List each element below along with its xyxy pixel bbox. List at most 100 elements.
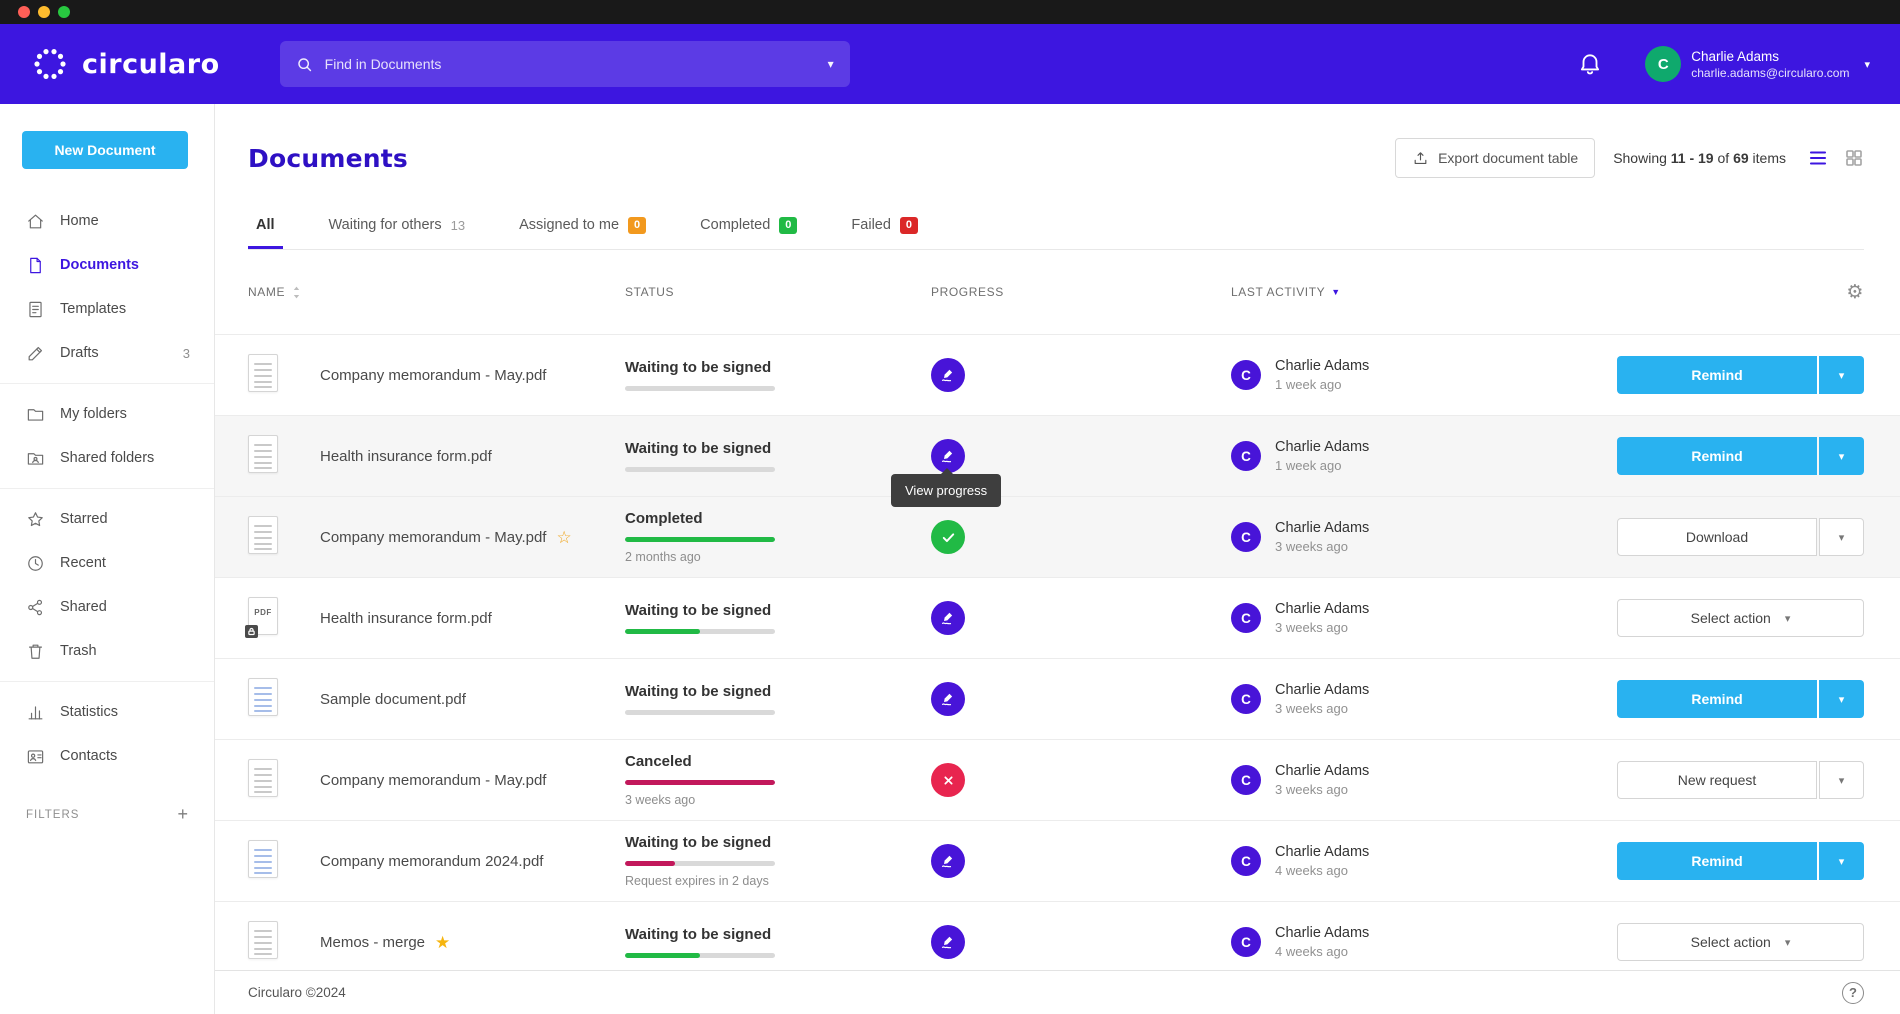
footer: Circularo ©2024 ? <box>215 970 1900 1014</box>
table-row[interactable]: Company memorandum - May.pdf ☆ Completed… <box>215 496 1900 577</box>
remind-button[interactable]: Remind <box>1617 680 1817 718</box>
progress-bar <box>625 629 775 634</box>
tab-count-badge: 0 <box>628 216 647 234</box>
document-name: Health insurance form.pdf <box>320 447 492 465</box>
signature-progress-icon[interactable] <box>931 844 965 878</box>
table-row[interactable]: PDF Health insurance form.pdf Waiting to… <box>215 577 1900 658</box>
action-dropdown-button[interactable]: ▾ <box>1819 761 1864 799</box>
table-row[interactable]: Company memorandum - May.pdf Canceled 3 … <box>215 739 1900 820</box>
sidebar-item-shared-folders[interactable]: Shared folders <box>0 436 214 480</box>
help-button[interactable]: ? <box>1842 981 1864 1004</box>
chevron-down-icon: ▾ <box>1784 612 1791 625</box>
sidebar-item-drafts[interactable]: Drafts 3 <box>0 331 214 375</box>
export-document-table-button[interactable]: Export document table <box>1395 138 1596 178</box>
signature-progress-icon[interactable] <box>931 682 965 716</box>
search-input[interactable] <box>324 56 816 72</box>
zoom-window-button[interactable] <box>58 6 70 18</box>
status-subtext: 2 months ago <box>625 550 701 564</box>
list-view-icon[interactable] <box>1808 148 1828 168</box>
tab-failed[interactable]: Failed 0 <box>843 204 926 249</box>
template-icon <box>26 300 45 319</box>
table-row[interactable]: Company memorandum - May.pdf Waiting to … <box>215 334 1900 415</box>
progress-bar <box>625 780 775 785</box>
document-file-icon <box>248 839 278 878</box>
sidebar-item-documents[interactable]: Documents <box>0 243 214 287</box>
remind-button[interactable]: Remind <box>1617 842 1817 880</box>
document-thumbnail <box>248 920 320 964</box>
sidebar-item-starred[interactable]: Starred <box>0 497 214 541</box>
tab-waiting-for-others[interactable]: Waiting for others 13 <box>328 217 466 233</box>
star-icon[interactable]: ★ <box>435 932 451 952</box>
action-dropdown-button[interactable]: ▾ <box>1819 842 1864 880</box>
column-header-name[interactable]: NAME <box>248 285 625 300</box>
download-button[interactable]: Download <box>1617 518 1817 556</box>
actor-name: Charlie Adams <box>1275 439 1370 455</box>
remind-button[interactable]: Remind <box>1617 356 1817 394</box>
table-row[interactable]: Memos - merge ★ Waiting to be signed C C… <box>215 901 1900 982</box>
tab-all[interactable]: All <box>248 204 283 249</box>
column-header-last-activity[interactable]: LAST ACTIVITY ▼ <box>1231 285 1341 299</box>
document-thumbnail <box>248 758 320 802</box>
canceled-cross-icon[interactable] <box>931 763 965 797</box>
circularo-logo[interactable]: circularo <box>30 44 220 84</box>
close-window-button[interactable] <box>18 6 30 18</box>
action-dropdown-button[interactable]: ▾ <box>1819 356 1864 394</box>
select-action-button[interactable]: Select action ▾ <box>1617 599 1864 637</box>
table-row[interactable]: Company memorandum 2024.pdf Waiting to b… <box>215 820 1900 901</box>
search-scope-dropdown-icon[interactable]: ▾ <box>827 57 834 71</box>
sidebar-item-shared[interactable]: Shared <box>0 585 214 629</box>
actor-name: Charlie Adams <box>1275 601 1370 617</box>
document-file-icon <box>248 353 278 392</box>
logo-text: circularo <box>82 48 220 80</box>
document-list: View progress Company memorandum - May.p… <box>215 334 1900 982</box>
remind-button[interactable]: Remind <box>1617 437 1817 475</box>
action-dropdown-button[interactable]: ▾ <box>1819 518 1864 556</box>
tab-completed[interactable]: Completed 0 <box>692 204 805 249</box>
document-thumbnail <box>248 353 320 397</box>
search-icon <box>297 57 311 71</box>
activity-time: 3 weeks ago <box>1275 782 1348 797</box>
clock-icon <box>26 554 45 573</box>
search-bar[interactable]: ▾ <box>279 41 850 87</box>
sidebar-item-home[interactable]: Home <box>0 199 214 243</box>
completed-check-icon[interactable] <box>931 520 965 554</box>
document-file-icon <box>248 758 278 797</box>
tab-count-badge: 0 <box>779 216 798 234</box>
signature-progress-icon[interactable] <box>931 358 965 392</box>
document-thumbnail <box>248 677 320 721</box>
action-dropdown-button[interactable]: ▾ <box>1819 680 1864 718</box>
column-header-status: STATUS <box>625 285 675 299</box>
sidebar-item-contacts[interactable]: Contacts <box>0 734 214 778</box>
signature-progress-icon[interactable] <box>931 601 965 635</box>
folder-icon <box>26 405 45 424</box>
grid-view-icon[interactable] <box>1844 148 1864 168</box>
user-menu[interactable]: C Charlie Adams charlie.adams@circularo.… <box>1645 46 1870 82</box>
table-row[interactable]: Sample document.pdf Waiting to be signed… <box>215 658 1900 739</box>
contacts-icon <box>26 747 45 766</box>
sidebar-item-recent[interactable]: Recent <box>0 541 214 585</box>
star-icon[interactable]: ☆ <box>556 527 572 547</box>
new-request-button[interactable]: New request <box>1617 761 1817 799</box>
table-row[interactable]: Health insurance form.pdf Waiting to be … <box>215 415 1900 496</box>
progress-bar <box>625 861 775 866</box>
column-header-progress: PROGRESS <box>931 285 1004 299</box>
sidebar-item-my-folders[interactable]: My folders <box>0 392 214 436</box>
minimize-window-button[interactable] <box>38 6 50 18</box>
notifications-bell-icon[interactable] <box>1577 51 1603 77</box>
sidebar-item-templates[interactable]: Templates <box>0 287 214 331</box>
sidebar-item-statistics[interactable]: Statistics <box>0 690 214 734</box>
table-settings-gear-icon[interactable]: ⚙ <box>1846 281 1864 303</box>
add-filter-button[interactable]: + <box>177 804 188 824</box>
document-thumbnail <box>248 839 320 883</box>
select-action-button[interactable]: Select action ▾ <box>1617 923 1864 961</box>
signature-progress-icon[interactable] <box>931 439 965 473</box>
progress-bar <box>625 537 775 542</box>
tab-assigned-to-me[interactable]: Assigned to me 0 <box>511 204 654 249</box>
trash-icon <box>26 642 45 661</box>
new-document-button[interactable]: New Document <box>22 131 188 169</box>
signature-progress-icon[interactable] <box>931 925 965 959</box>
circularo-logo-icon <box>34 49 66 79</box>
sidebar-divider <box>0 488 214 489</box>
action-dropdown-button[interactable]: ▾ <box>1819 437 1864 475</box>
sidebar-item-trash[interactable]: Trash <box>0 629 214 673</box>
